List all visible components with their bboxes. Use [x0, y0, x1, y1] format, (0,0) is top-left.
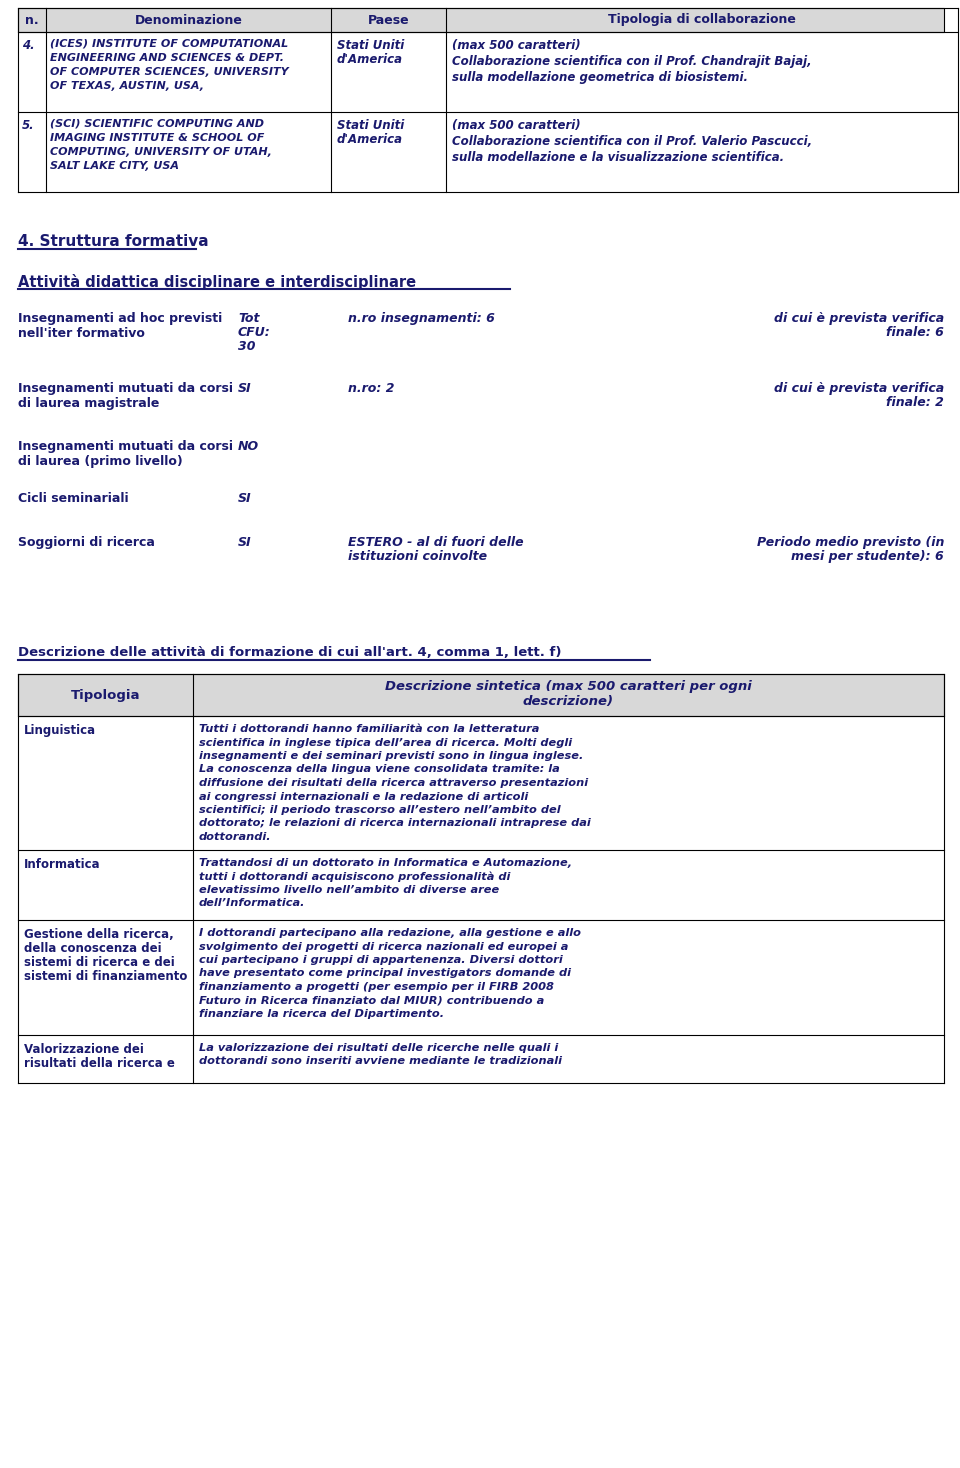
Text: d'America: d'America — [337, 134, 403, 145]
Text: n.ro insegnamenti: 6: n.ro insegnamenti: 6 — [348, 313, 494, 324]
Text: SALT LAKE CITY, USA: SALT LAKE CITY, USA — [50, 161, 179, 170]
Text: 30: 30 — [238, 341, 255, 352]
Bar — [18, 7, 944, 32]
Text: di cui è prevista verifica: di cui è prevista verifica — [774, 382, 944, 395]
Text: svolgimento dei progetti di ricerca nazionali ed europei a: svolgimento dei progetti di ricerca nazi… — [199, 941, 568, 951]
Text: sulla modellazione e la visualizzazione scientifica.: sulla modellazione e la visualizzazione … — [452, 151, 784, 164]
Text: Stati Uniti: Stati Uniti — [337, 40, 404, 51]
Text: descrizione): descrizione) — [523, 694, 614, 708]
Text: d'America: d'America — [337, 53, 403, 66]
Text: CFU:: CFU: — [238, 326, 271, 339]
Text: Trattandosi di un dottorato in Informatica e Automazione,: Trattandosi di un dottorato in Informati… — [199, 857, 572, 868]
Text: scientifici; il periodo trascorso all’estero nell’ambito del: scientifici; il periodo trascorso all’es… — [199, 804, 561, 815]
Text: 4.: 4. — [22, 40, 35, 51]
Text: have presentato come principal investigators domande di: have presentato come principal investiga… — [199, 969, 571, 979]
Text: mesi per studente): 6: mesi per studente): 6 — [791, 550, 944, 564]
Text: Informatica: Informatica — [24, 857, 101, 871]
Text: COMPUTING, UNIVERSITY OF UTAH,: COMPUTING, UNIVERSITY OF UTAH, — [50, 147, 272, 157]
Text: Descrizione delle attività di formazione di cui all'art. 4, comma 1, lett. f): Descrizione delle attività di formazione… — [18, 646, 562, 659]
Text: finale: 6: finale: 6 — [886, 326, 944, 339]
Text: ai congressi internazionali e la redazione di articoli: ai congressi internazionali e la redazio… — [199, 791, 528, 802]
Text: dottorandi.: dottorandi. — [199, 832, 272, 843]
Text: (max 500 caratteri): (max 500 caratteri) — [452, 40, 581, 51]
Text: Gestione della ricerca,: Gestione della ricerca, — [24, 928, 174, 941]
Text: Descrizione sintetica (max 500 caratteri per ogni: Descrizione sintetica (max 500 caratteri… — [385, 680, 752, 693]
Bar — [18, 674, 944, 716]
Text: finanziamento a progetti (per esempio per il FIRB 2008: finanziamento a progetti (per esempio pe… — [199, 982, 554, 992]
Text: Valorizzazione dei: Valorizzazione dei — [24, 1042, 144, 1055]
Text: IMAGING INSTITUTE & SCHOOL OF: IMAGING INSTITUTE & SCHOOL OF — [50, 134, 264, 142]
Text: I dottorandi partecipano alla redazione, alla gestione e allo: I dottorandi partecipano alla redazione,… — [199, 928, 581, 938]
Text: della conoscenza dei: della conoscenza dei — [24, 942, 161, 956]
Text: istituzioni coinvolte: istituzioni coinvolte — [348, 550, 487, 564]
Text: di laurea magistrale: di laurea magistrale — [18, 396, 159, 410]
Text: Collaborazione scientifica con il Prof. Valerio Pascucci,: Collaborazione scientifica con il Prof. … — [452, 135, 812, 148]
Text: Insegnamenti mutuati da corsi: Insegnamenti mutuati da corsi — [18, 440, 233, 454]
Text: n.: n. — [25, 13, 38, 26]
Text: finanziare la ricerca del Dipartimento.: finanziare la ricerca del Dipartimento. — [199, 1009, 444, 1019]
Text: Tutti i dottorandi hanno familiarità con la letteratura: Tutti i dottorandi hanno familiarità con… — [199, 724, 540, 734]
Text: 5.: 5. — [22, 119, 35, 132]
Text: sistemi di finanziamento: sistemi di finanziamento — [24, 970, 187, 984]
Text: dottorandi sono inseriti avviene mediante le tradizionali: dottorandi sono inseriti avviene mediant… — [199, 1057, 562, 1066]
Text: ENGINEERING AND SCIENCES & DEPT.: ENGINEERING AND SCIENCES & DEPT. — [50, 53, 284, 63]
Text: NO: NO — [238, 440, 259, 454]
Text: scientifica in inglese tipica dell’area di ricerca. Molti degli: scientifica in inglese tipica dell’area … — [199, 737, 572, 747]
Text: 4. Struttura formativa: 4. Struttura formativa — [18, 233, 208, 250]
Text: Tipologia: Tipologia — [71, 688, 140, 702]
Text: SI: SI — [238, 382, 252, 395]
Text: nell'iter formativo: nell'iter formativo — [18, 327, 145, 341]
Text: La valorizzazione dei risultati delle ricerche nelle quali i: La valorizzazione dei risultati delle ri… — [199, 1042, 559, 1053]
Text: Denominazione: Denominazione — [134, 13, 243, 26]
Text: insegnamenti e dei seminari previsti sono in lingua inglese.: insegnamenti e dei seminari previsti son… — [199, 752, 584, 760]
Text: cui partecipano i gruppi di appartenenza. Diversi dottori: cui partecipano i gruppi di appartenenza… — [199, 956, 563, 964]
Text: Linguistica: Linguistica — [24, 724, 96, 737]
Text: SI: SI — [238, 536, 252, 549]
Text: finale: 2: finale: 2 — [886, 396, 944, 410]
Text: di laurea (primo livello): di laurea (primo livello) — [18, 455, 182, 468]
Text: sistemi di ricerca e dei: sistemi di ricerca e dei — [24, 956, 175, 969]
Text: ESTERO - al di fuori delle: ESTERO - al di fuori delle — [348, 536, 523, 549]
Text: di cui è prevista verifica: di cui è prevista verifica — [774, 313, 944, 324]
Text: Paese: Paese — [368, 13, 409, 26]
Text: Periodo medio previsto (in: Periodo medio previsto (in — [756, 536, 944, 549]
Text: sulla modellazione geometrica di biosistemi.: sulla modellazione geometrica di biosist… — [452, 70, 748, 84]
Text: Attività didattica disciplinare e interdisciplinare: Attività didattica disciplinare e interd… — [18, 275, 416, 291]
Text: Insegnamenti ad hoc previsti: Insegnamenti ad hoc previsti — [18, 313, 223, 324]
Text: Cicli seminariali: Cicli seminariali — [18, 492, 129, 505]
Text: Futuro in Ricerca finanziato dal MIUR) contribuendo a: Futuro in Ricerca finanziato dal MIUR) c… — [199, 995, 544, 1006]
Text: dottorato; le relazioni di ricerca internazionali intraprese dai: dottorato; le relazioni di ricerca inter… — [199, 819, 590, 828]
Text: (max 500 caratteri): (max 500 caratteri) — [452, 119, 581, 132]
Text: diffusione dei risultati della ricerca attraverso presentazioni: diffusione dei risultati della ricerca a… — [199, 778, 588, 788]
Text: tutti i dottorandi acquisiscono professionalità di: tutti i dottorandi acquisiscono professi… — [199, 872, 511, 882]
Text: Soggiorni di ricerca: Soggiorni di ricerca — [18, 536, 155, 549]
Text: elevatissimo livello nell’ambito di diverse aree: elevatissimo livello nell’ambito di dive… — [199, 885, 499, 895]
Text: (SCI) SCIENTIFIC COMPUTING AND: (SCI) SCIENTIFIC COMPUTING AND — [50, 119, 264, 129]
Text: Insegnamenti mutuati da corsi: Insegnamenti mutuati da corsi — [18, 382, 233, 395]
Text: La conoscenza della lingua viene consolidata tramite: la: La conoscenza della lingua viene consoli… — [199, 765, 560, 775]
Text: Tipologia di collaborazione: Tipologia di collaborazione — [608, 13, 796, 26]
Text: OF TEXAS, AUSTIN, USA,: OF TEXAS, AUSTIN, USA, — [50, 81, 204, 91]
Text: Collaborazione scientifica con il Prof. Chandrajit Bajaj,: Collaborazione scientifica con il Prof. … — [452, 54, 811, 68]
Text: Tot: Tot — [238, 313, 259, 324]
Text: n.ro: 2: n.ro: 2 — [348, 382, 395, 395]
Text: (ICES) INSTITUTE OF COMPUTATIONAL: (ICES) INSTITUTE OF COMPUTATIONAL — [50, 40, 288, 48]
Text: SI: SI — [238, 492, 252, 505]
Text: Stati Uniti: Stati Uniti — [337, 119, 404, 132]
Text: OF COMPUTER SCIENCES, UNIVERSITY: OF COMPUTER SCIENCES, UNIVERSITY — [50, 68, 289, 76]
Text: dell’Informatica.: dell’Informatica. — [199, 898, 305, 909]
Text: risultati della ricerca e: risultati della ricerca e — [24, 1057, 175, 1070]
